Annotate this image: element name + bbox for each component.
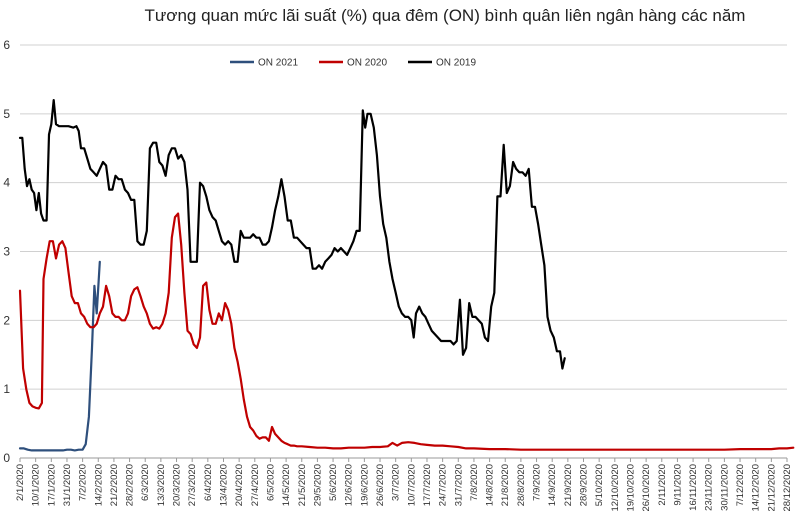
y-tick-label: 4 [3, 176, 10, 190]
x-tick-label: 20/4/2020 [234, 464, 245, 506]
y-tick-label: 2 [3, 313, 10, 327]
x-tick-label: 28/8/2020 [516, 464, 527, 506]
x-tick-label: 14/8/2020 [485, 464, 496, 506]
x-tick-label: 27/3/2020 [187, 464, 198, 506]
x-tick-label: 29/5/2020 [312, 464, 323, 506]
series-lines [18, 99, 795, 452]
x-tick-label: 19/6/2020 [359, 464, 370, 506]
legend-label: ON 2019 [436, 58, 476, 69]
x-tick-label: 14/9/2020 [547, 464, 558, 506]
x-tick-label: 21/2/2020 [109, 464, 120, 506]
legend-label: ON 2020 [347, 58, 387, 69]
x-tick-label: 28/2/2020 [125, 464, 136, 506]
x-tick-label: 10/7/2020 [406, 464, 417, 506]
y-axis-ticks: 0 1 2 3 4 5 6 [3, 38, 10, 465]
y-tick-label: 0 [3, 451, 10, 465]
x-tick-label: 7/12/2020 [735, 464, 746, 506]
x-tick-label: 7/9/2020 [532, 464, 543, 501]
x-tick-label: 12/10/2020 [610, 464, 621, 512]
y-tick-label: 3 [3, 245, 10, 259]
x-tick-label: 2/11/2020 [657, 464, 668, 506]
y-tick-label: 5 [3, 107, 10, 121]
x-tick-label: 14/12/2020 [751, 464, 762, 512]
x-tick-label: 14/2/2020 [93, 464, 104, 506]
series-line-on-2021 [18, 260, 101, 452]
legend-label: ON 2021 [258, 58, 298, 69]
y-tick-label: 6 [3, 38, 10, 52]
x-tick-label: 31/1/2020 [62, 464, 73, 506]
x-tick-label: 9/11/2020 [672, 464, 683, 506]
x-tick-label: 20/3/2020 [172, 464, 183, 506]
x-tick-label: 6/3/2020 [140, 464, 151, 501]
x-tick-label: 21/9/2020 [563, 464, 574, 506]
x-tick-label: 31/7/2020 [453, 464, 464, 506]
x-tick-label: 13/3/2020 [156, 464, 167, 506]
x-tick-label: 2/1/2020 [15, 464, 26, 501]
x-tick-label: 21/12/2020 [766, 464, 777, 512]
x-tick-label: 3/7/2020 [391, 464, 402, 501]
x-tick-label: 6/5/2020 [265, 464, 276, 501]
y-tick-label: 1 [3, 382, 10, 396]
x-tick-label: 21/8/2020 [500, 464, 511, 506]
x-tick-label: 14/5/2020 [281, 464, 292, 506]
x-tick-label: 24/7/2020 [438, 464, 449, 506]
x-tick-label: 26/6/2020 [375, 464, 386, 506]
x-axis-ticks: 2/1/2020 10/1/2020 17/1/2020 31/1/2020 7/2/2… [15, 458, 793, 512]
x-tick-label: 7/2/2020 [78, 464, 89, 501]
x-tick-label: 17/1/2020 [46, 464, 57, 506]
x-tick-label: 19/10/2020 [625, 464, 636, 512]
x-tick-label: 7/8/2020 [469, 464, 480, 501]
series-line-on-2019 [18, 99, 566, 370]
x-tick-label: 28/12/2020 [782, 464, 793, 512]
x-tick-label: 12/6/2020 [344, 464, 355, 506]
x-tick-label: 13/4/2020 [218, 464, 229, 506]
grid-lines [20, 44, 787, 459]
series-line-on-2020 [18, 212, 795, 451]
x-tick-label: 27/4/2020 [250, 464, 261, 506]
x-tick-label: 6/4/2020 [203, 464, 214, 501]
x-tick-label: 23/11/2020 [704, 464, 715, 511]
x-tick-label: 21/5/2020 [297, 464, 308, 506]
x-tick-label: 16/11/2020 [688, 464, 699, 511]
chart-title: Tương quan mức lãi suất (%) qua đêm (ON)… [144, 6, 746, 25]
x-tick-label: 5/10/2020 [594, 464, 605, 506]
x-tick-label: 10/1/2020 [31, 464, 42, 506]
x-tick-label: 28/9/2020 [579, 464, 590, 506]
legend: ON 2021 ON 2020 ON 2019 [230, 58, 476, 69]
x-tick-label: 30/11/2020 [719, 464, 730, 511]
x-tick-label: 26/10/2020 [641, 464, 652, 512]
x-tick-label: 5/6/2020 [328, 464, 339, 501]
x-tick-label: 17/7/2020 [422, 464, 433, 506]
